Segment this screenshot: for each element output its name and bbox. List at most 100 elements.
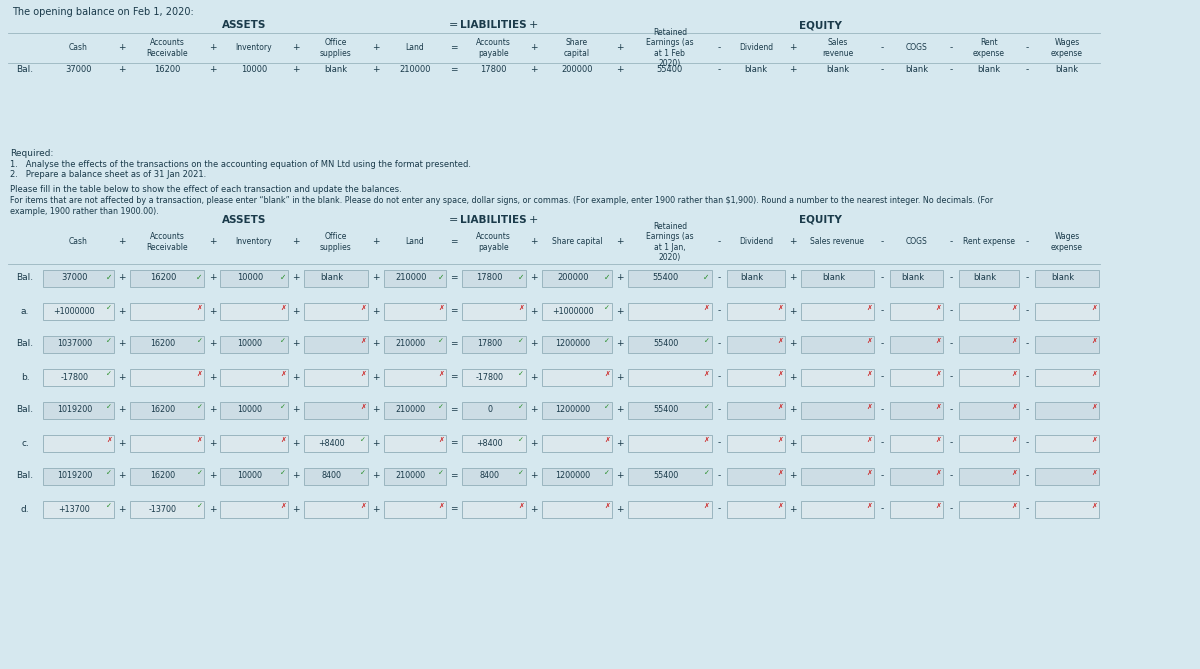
Text: ✓: ✓ [106, 272, 112, 282]
Text: +: + [617, 373, 624, 381]
Text: =: = [450, 237, 457, 246]
Text: -: - [880, 306, 883, 316]
FancyBboxPatch shape [628, 369, 712, 385]
Text: ✓: ✓ [197, 503, 203, 509]
Text: -: - [1025, 43, 1028, 52]
FancyBboxPatch shape [130, 500, 204, 518]
Text: 16200: 16200 [150, 339, 175, 349]
Text: +: + [209, 306, 216, 316]
Text: ✗: ✗ [280, 371, 286, 377]
Text: ✓: ✓ [605, 338, 610, 344]
Text: ✓: ✓ [106, 305, 112, 311]
Text: -: - [718, 237, 721, 246]
Text: ✗: ✗ [1012, 470, 1016, 476]
Text: ✗: ✗ [866, 404, 871, 410]
FancyBboxPatch shape [221, 302, 288, 320]
FancyBboxPatch shape [541, 468, 612, 484]
Text: 55400: 55400 [653, 472, 678, 480]
Text: -: - [1025, 237, 1028, 246]
Text: -: - [949, 237, 953, 246]
Text: ✓: ✓ [518, 437, 523, 443]
Text: -: - [880, 66, 883, 74]
FancyBboxPatch shape [462, 500, 526, 518]
Text: +: + [372, 43, 379, 52]
FancyBboxPatch shape [1034, 369, 1099, 385]
FancyBboxPatch shape [541, 270, 612, 286]
Text: LIABILITIES: LIABILITIES [461, 20, 527, 30]
Text: ✓: ✓ [106, 503, 112, 509]
FancyBboxPatch shape [462, 401, 526, 419]
Text: ASSETS: ASSETS [222, 215, 266, 225]
Text: +: + [209, 237, 216, 246]
Text: +: + [530, 306, 538, 316]
Text: +: + [372, 237, 379, 246]
FancyBboxPatch shape [43, 468, 114, 484]
Text: -: - [718, 274, 721, 282]
FancyBboxPatch shape [628, 401, 712, 419]
Text: ✗: ✗ [605, 371, 610, 377]
Text: 8400: 8400 [322, 472, 342, 480]
FancyBboxPatch shape [1034, 401, 1099, 419]
FancyBboxPatch shape [727, 270, 785, 286]
Text: Share capital: Share capital [552, 237, 602, 246]
FancyBboxPatch shape [628, 434, 712, 452]
Text: ✗: ✗ [197, 371, 203, 377]
Text: 210000: 210000 [396, 472, 426, 480]
Text: ✗: ✗ [1091, 404, 1097, 410]
Text: ✗: ✗ [438, 305, 444, 311]
Text: -: - [880, 43, 883, 52]
Text: +: + [292, 373, 300, 381]
Text: +: + [372, 339, 379, 349]
Text: +: + [790, 339, 797, 349]
Text: ✗: ✗ [935, 338, 941, 344]
Text: +: + [530, 274, 538, 282]
Text: 210000: 210000 [395, 274, 426, 282]
Text: ✗: ✗ [935, 404, 941, 410]
Text: ✓: ✓ [360, 437, 366, 443]
Text: +: + [790, 306, 797, 316]
Text: ✗: ✗ [866, 338, 871, 344]
Text: =: = [449, 20, 458, 30]
Text: ✓: ✓ [106, 338, 112, 344]
Text: +: + [617, 43, 624, 52]
Text: +: + [530, 339, 538, 349]
Text: 200000: 200000 [562, 66, 593, 74]
Text: 210000: 210000 [396, 405, 426, 415]
Text: Accounts
Receivable: Accounts Receivable [146, 232, 188, 252]
Text: Wages
expense: Wages expense [1051, 232, 1082, 252]
Text: blank: blank [740, 274, 764, 282]
Text: +: + [790, 66, 797, 74]
Text: +: + [790, 43, 797, 52]
Text: -: - [949, 66, 953, 74]
Text: ✗: ✗ [935, 437, 941, 443]
FancyBboxPatch shape [727, 302, 785, 320]
FancyBboxPatch shape [221, 270, 288, 286]
Text: -: - [949, 274, 953, 282]
Text: -: - [718, 405, 721, 415]
FancyBboxPatch shape [304, 500, 367, 518]
Text: +: + [617, 405, 624, 415]
FancyBboxPatch shape [130, 401, 204, 419]
Text: -: - [949, 339, 953, 349]
Text: ✗: ✗ [866, 503, 871, 509]
Text: ✗: ✗ [866, 305, 871, 311]
FancyBboxPatch shape [628, 468, 712, 484]
Text: -: - [880, 504, 883, 514]
Text: -13700: -13700 [149, 504, 178, 514]
Text: ASSETS: ASSETS [222, 20, 266, 30]
Text: ✗: ✗ [935, 470, 941, 476]
Text: +: + [617, 274, 624, 282]
FancyBboxPatch shape [959, 500, 1019, 518]
FancyBboxPatch shape [462, 335, 526, 353]
Text: 10000: 10000 [238, 472, 263, 480]
Text: +: + [292, 472, 300, 480]
Text: ✗: ✗ [866, 371, 871, 377]
Text: ✗: ✗ [197, 437, 203, 443]
Text: ✗: ✗ [518, 503, 523, 509]
Text: The opening balance on Feb 1, 2020:: The opening balance on Feb 1, 2020: [12, 7, 193, 17]
FancyBboxPatch shape [462, 302, 526, 320]
Text: +: + [292, 66, 300, 74]
FancyBboxPatch shape [304, 468, 367, 484]
Text: COGS: COGS [906, 43, 928, 52]
FancyBboxPatch shape [802, 434, 874, 452]
